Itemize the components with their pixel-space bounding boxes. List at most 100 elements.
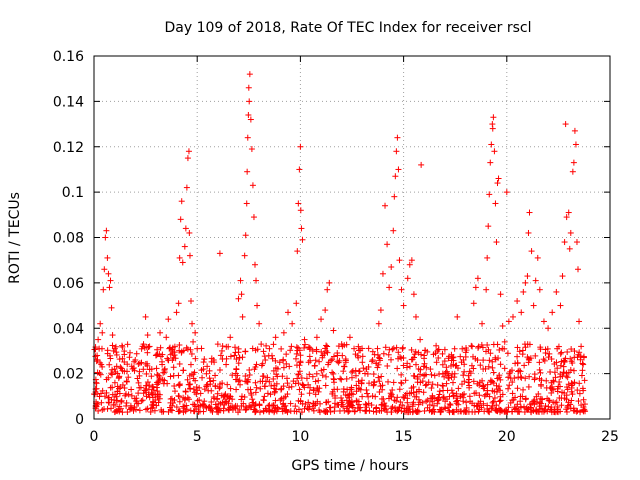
- noise-point: [470, 353, 477, 360]
- noise-point: [579, 360, 586, 367]
- noise-point: [531, 400, 538, 407]
- noise-point: [278, 395, 285, 402]
- noise-point: [201, 386, 208, 393]
- data-point: [249, 182, 256, 189]
- noise-point: [425, 379, 432, 386]
- noise-point: [421, 407, 428, 414]
- noise-point: [144, 405, 151, 412]
- data-point: [404, 275, 411, 282]
- x-tick-label: 15: [395, 429, 413, 445]
- noise-point: [494, 386, 501, 393]
- data-point: [526, 209, 533, 216]
- noise-point: [430, 351, 437, 358]
- noise-point: [406, 390, 413, 397]
- noise-point: [538, 383, 545, 390]
- noise-point: [460, 372, 467, 379]
- noise-point: [322, 373, 329, 380]
- noise-point: [487, 379, 494, 386]
- noise-point: [279, 373, 286, 380]
- noise-point: [154, 372, 161, 379]
- noise-point: [137, 384, 144, 391]
- noise-point: [117, 398, 124, 405]
- noise-point: [158, 408, 165, 415]
- noise-point: [474, 403, 481, 410]
- noise-point: [125, 374, 132, 381]
- data-point: [183, 184, 190, 191]
- data-point: [324, 286, 331, 293]
- noise-point: [544, 345, 551, 352]
- data-point: [530, 302, 537, 309]
- noise-point: [471, 402, 478, 409]
- data-point: [297, 143, 304, 150]
- noise-point: [411, 373, 418, 380]
- data-point: [105, 270, 112, 277]
- noise-point: [280, 364, 287, 371]
- noise-point: [451, 370, 458, 377]
- noise-point: [454, 397, 461, 404]
- noise-point: [535, 408, 542, 415]
- noise-point: [176, 360, 183, 367]
- noise-point: [246, 402, 253, 409]
- noise-point: [581, 377, 588, 384]
- noise-point: [161, 367, 168, 374]
- noise-point: [538, 377, 545, 384]
- noise-point: [288, 383, 295, 390]
- data-point: [488, 141, 495, 148]
- noise-point: [145, 343, 152, 350]
- noise-point: [156, 376, 163, 383]
- noise-point: [319, 352, 326, 359]
- noise-point: [328, 357, 335, 364]
- noise-point: [355, 343, 362, 350]
- noise-point: [208, 398, 215, 405]
- noise-point: [283, 351, 290, 358]
- noise-point: [348, 374, 355, 381]
- noise-point: [153, 379, 160, 386]
- noise-point: [259, 360, 266, 367]
- noise-point: [294, 347, 301, 354]
- noise-point: [477, 362, 484, 369]
- data-point: [157, 329, 164, 336]
- noise-point: [338, 394, 345, 401]
- data-point: [355, 354, 362, 361]
- data-point: [111, 366, 118, 373]
- noise-point: [465, 372, 472, 379]
- noise-point: [223, 343, 230, 350]
- noise-point: [491, 388, 498, 395]
- noise-point: [331, 408, 338, 415]
- data-point: [421, 352, 428, 359]
- noise-point: [362, 401, 369, 408]
- noise-point: [496, 398, 503, 405]
- data-point: [246, 71, 253, 78]
- data-point: [169, 350, 176, 357]
- noise-point: [389, 403, 396, 410]
- noise-point: [310, 407, 317, 414]
- data-point: [446, 375, 453, 382]
- noise-point: [417, 366, 424, 373]
- noise-point: [525, 383, 532, 390]
- noise-point: [489, 364, 496, 371]
- noise-point: [470, 378, 477, 385]
- noise-point: [480, 366, 487, 373]
- data-point: [470, 300, 477, 307]
- noise-point: [385, 351, 392, 358]
- noise-point: [517, 404, 524, 411]
- data-point: [97, 320, 104, 327]
- data-point: [338, 341, 345, 348]
- data-point: [553, 288, 560, 295]
- noise-point: [346, 391, 353, 398]
- data-point: [569, 168, 576, 175]
- data-point: [518, 309, 525, 316]
- noise-point: [570, 367, 577, 374]
- noise-point: [295, 345, 302, 352]
- noise-point: [422, 371, 429, 378]
- noise-point: [324, 343, 331, 350]
- x-tick-label: 25: [601, 429, 619, 445]
- noise-point: [538, 405, 545, 412]
- noise-point: [302, 341, 309, 348]
- data-point: [227, 334, 234, 341]
- noise-point: [184, 346, 191, 353]
- data-point: [514, 298, 521, 305]
- noise-point: [101, 405, 108, 412]
- noise-point: [201, 356, 208, 363]
- noise-point: [306, 371, 313, 378]
